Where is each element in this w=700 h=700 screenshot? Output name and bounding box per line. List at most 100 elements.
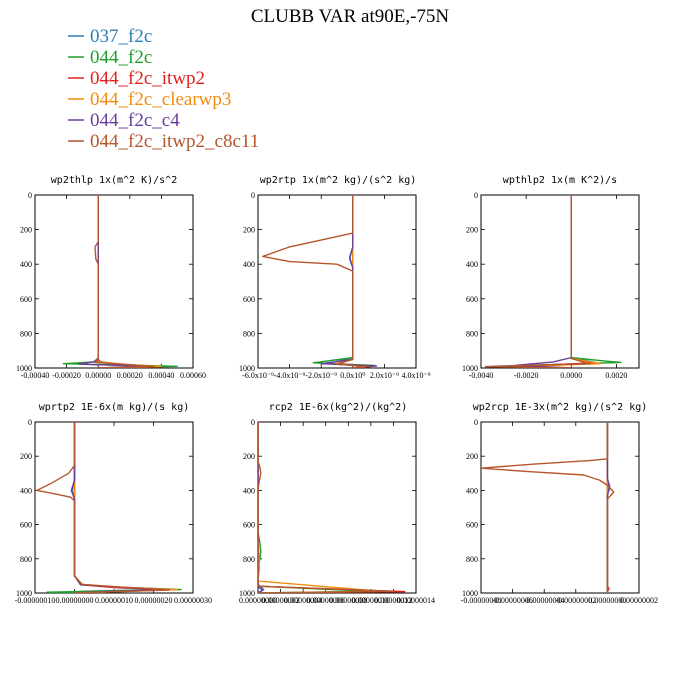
series-group (258, 422, 406, 593)
series-line (94, 195, 155, 368)
legend-label: 044_f2c (90, 47, 152, 68)
series-line (481, 422, 615, 593)
series-line (94, 195, 163, 368)
panel-title: wprtp2 1E-6x(m kg)/(s kg) (39, 402, 190, 413)
y-tick-label: 200 (243, 226, 255, 235)
series-line (320, 195, 378, 368)
legend-label: 044_f2c_itwp2 (90, 68, 205, 89)
legend-entry: 044_f2c_itwp2 (68, 68, 205, 89)
series-line (525, 195, 602, 368)
panel: wp2thlp 1x(m^2 K)/s^202004006008001000-0… (16, 175, 206, 380)
series-line (484, 195, 591, 368)
y-tick-label: 400 (20, 260, 32, 269)
x-tick-label: -0.0040 (469, 371, 494, 380)
panel: wp2rcp 1E-3x(m^2 kg)/(s^2 kg) 0 200 400 600 8… (461, 402, 658, 605)
series-line (258, 422, 264, 593)
legend-entry: 044_f2c_c4 (68, 110, 180, 131)
y-tick-label: 1000 (16, 589, 32, 598)
y-tick-label: 600 (20, 295, 32, 304)
y-tick-label: 0 (251, 418, 255, 427)
series-line (514, 195, 595, 368)
series-line (46, 422, 182, 593)
x-tick-label: 0.0x10⁰ (340, 371, 365, 380)
legend-entry: 037_f2c (68, 26, 152, 47)
x-tick-label: -2.0x10⁻⁹ (305, 371, 337, 380)
series-line (258, 422, 395, 593)
y-tick-label: 200 (20, 452, 32, 461)
series-line (258, 422, 406, 593)
series-line (36, 422, 170, 593)
legend: 037_f2c044_f2c044_f2c_itwp2044_f2c_clear… (68, 26, 259, 152)
x-tick-label: 0.00000000 (56, 596, 94, 605)
panel-title: rcp2 1E-6x(kg^2)/(kg^2) (269, 402, 407, 413)
y-tick-label: 0 (251, 191, 255, 200)
y-tick-label: 1000 (16, 364, 32, 373)
series-line (258, 422, 372, 593)
x-tick-label: -0.00000008 (461, 596, 502, 605)
series-line (78, 195, 147, 368)
panel-title: wpthlp2 1x(m K^2)/s (503, 175, 617, 186)
x-tick-label: 0.00000004 (284, 596, 322, 605)
y-tick-label: 400 (20, 486, 32, 495)
x-tick-label: 4.0x10⁻⁹ (401, 371, 430, 380)
x-tick-label: 0.00020 (117, 371, 143, 380)
series-group (481, 422, 615, 593)
y-tick-label: 800 (243, 329, 255, 338)
x-tick-label: 0.00000002 (620, 596, 658, 605)
plot-frame (34, 194, 194, 369)
legend-label: 044_f2c_c4 (90, 110, 180, 131)
y-tick-label: 600 (243, 295, 255, 304)
x-tick-label: -0.0020 (514, 371, 539, 380)
y-tick-label: 600 (466, 521, 478, 530)
x-tick-label: -0.00000010 (15, 596, 56, 605)
y-tick-label: 600 (243, 521, 255, 530)
y-tick-label: 1000 (239, 364, 255, 373)
panel: wpthlp2 1x(m K^2)/s02004006008001000-0.0… (462, 175, 640, 380)
panel-title: wp2rcp 1E-3x(m^2 kg)/(s^2 kg) (473, 402, 648, 413)
series-line (73, 422, 178, 593)
panel: wp2rtp 1x(m^2 kg)/(s^2 kg) 0 200 400 600 800 1… (239, 175, 431, 380)
y-tick-label: 200 (243, 452, 255, 461)
x-tick-label: 0.0020 (605, 371, 627, 380)
panel-title: wp2rtp 1x(m^2 kg)/(s^2 kg) (260, 175, 417, 186)
series-line (70, 422, 163, 593)
series-line (502, 195, 622, 368)
x-tick-label: 0.00000008 (329, 596, 367, 605)
x-tick-label: -0.00000002 (555, 596, 596, 605)
x-tick-label: -0.00000006 (492, 596, 533, 605)
plot-frame (257, 194, 417, 369)
y-tick-label: 1000 (462, 364, 478, 373)
y-tick-label: 800 (466, 555, 478, 564)
series-line (97, 195, 163, 368)
y-tick-label: 400 (243, 260, 255, 269)
x-tick-label: 0.00000000 (239, 596, 277, 605)
x-tick-label: 0.00000010 (352, 596, 390, 605)
plot-frame (480, 421, 640, 594)
series-line (262, 195, 370, 368)
y-tick-label: 0 (474, 191, 478, 200)
legend-label: 037_f2c (90, 26, 152, 47)
y-tick-label: 800 (20, 555, 32, 564)
x-tick-label: 0.00000006 (307, 596, 345, 605)
y-tick-label: 200 (466, 226, 478, 235)
series-line (94, 195, 155, 368)
y-tick-label: 600 (466, 295, 478, 304)
legend-label: 044_f2c_itwp2_c8c11 (90, 131, 259, 152)
x-tick-label: 0.00000002 (262, 596, 300, 605)
y-tick-label: 0 (474, 418, 478, 427)
series-line (73, 422, 170, 593)
series-line (312, 195, 376, 368)
legend-label: 044_f2c_clearwp3 (90, 89, 231, 110)
y-tick-label: 0 (28, 191, 32, 200)
x-tick-label: 0.00060 (180, 371, 206, 380)
series-line (326, 195, 373, 368)
y-tick-label: 800 (243, 555, 255, 564)
x-tick-label: 2.0x10⁻⁹ (370, 371, 399, 380)
x-tick-label: -0.00020 (52, 371, 81, 380)
series-line (491, 195, 600, 368)
x-tick-label: -6.0x10⁻⁹ (242, 371, 274, 380)
plot-frame (257, 421, 417, 594)
x-tick-label: -0.00000004 (524, 596, 565, 605)
series-group (36, 422, 182, 593)
